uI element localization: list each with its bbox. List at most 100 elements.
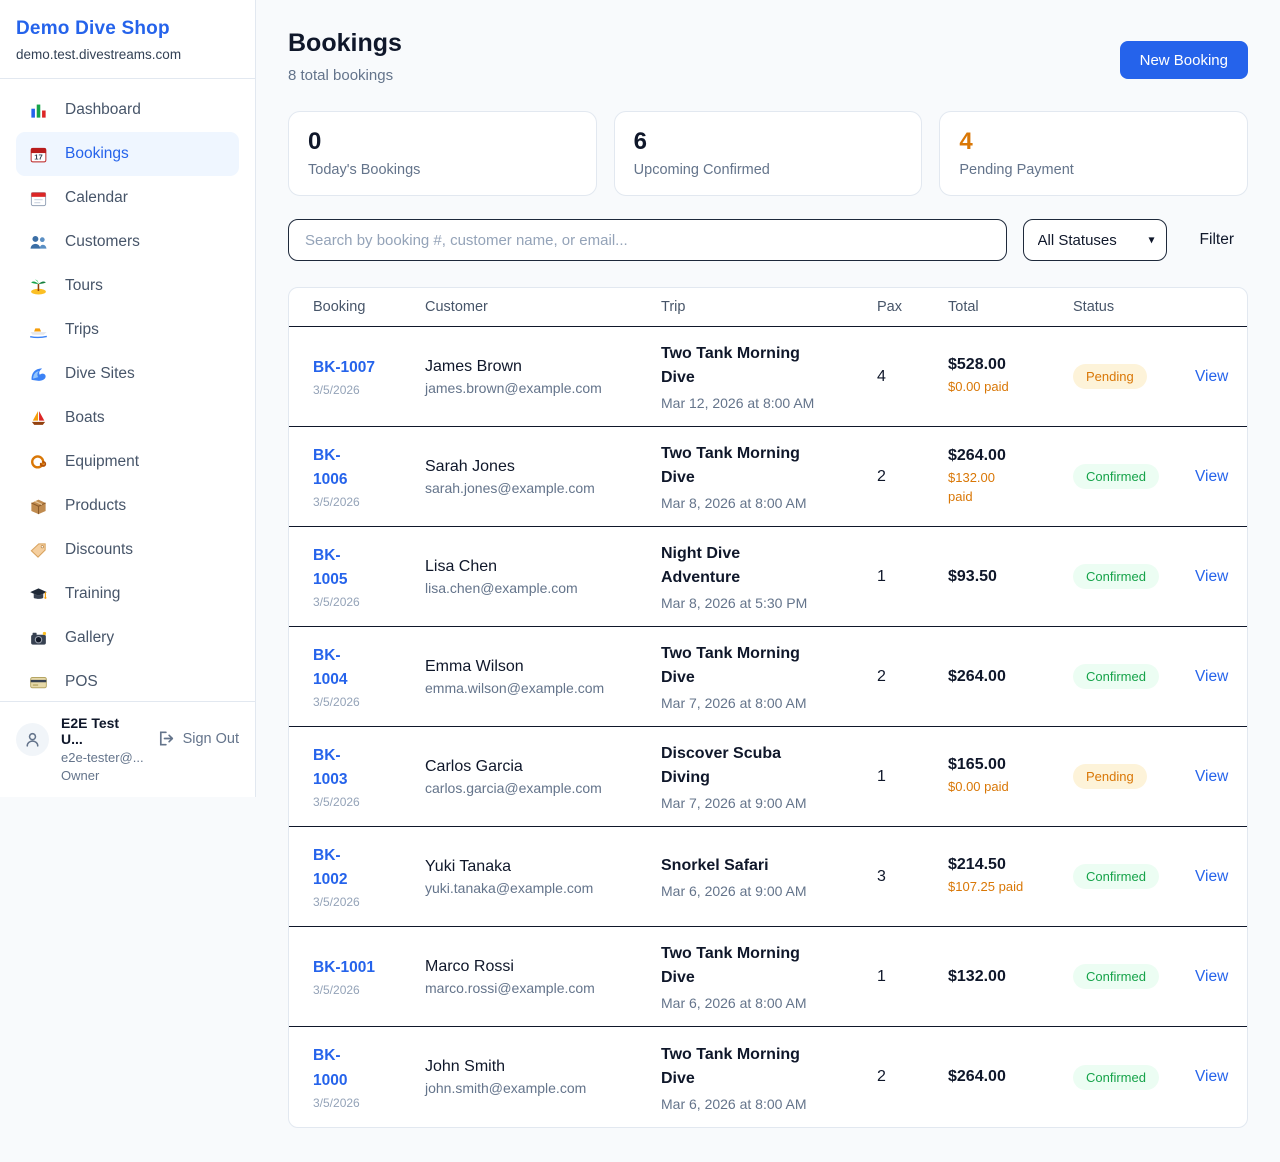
user-icon: [23, 730, 42, 749]
sidebar-item-customers[interactable]: Customers: [16, 220, 239, 264]
view-link[interactable]: View: [1195, 667, 1229, 685]
table-row: BK- 1003 3/5/2026 Carlos Garcia carlos.g…: [289, 727, 1247, 827]
table-header-row: Booking Customer Trip Pax Total Status: [289, 288, 1247, 327]
booking-number-link[interactable]: BK- 1000: [313, 1047, 348, 1089]
sign-out-button[interactable]: Sign Out: [157, 729, 239, 748]
booking-number-link[interactable]: BK- 1006: [313, 446, 348, 488]
stat-value: 4: [959, 128, 973, 155]
island-icon: [29, 277, 48, 296]
sidebar-item-dashboard[interactable]: Dashboard: [16, 88, 239, 132]
total-cell: $132.00: [948, 968, 1073, 986]
booking-number-link[interactable]: BK- 1005: [313, 546, 348, 588]
status-select-wrap: All Statuses ▾: [1022, 219, 1167, 261]
page-header: Bookings 8 total bookings New Booking: [288, 29, 1248, 84]
calendar-date-icon: 17: [29, 145, 48, 164]
status-badge: Pending: [1073, 764, 1147, 789]
customer-email: john.smith@example.com: [425, 1080, 587, 1096]
trip-name: Night Dive Adventure: [661, 545, 741, 586]
booking-date: 3/5/2026: [313, 495, 360, 510]
booking-date: 3/5/2026: [313, 383, 360, 397]
booking-number-link[interactable]: BK- 1004: [313, 646, 348, 688]
booking-cell: BK-1007 3/5/2026: [313, 356, 425, 397]
sidebar-item-discounts[interactable]: Discounts: [16, 528, 239, 572]
table-row: BK-1001 3/5/2026 Marco Rossi marco.rossi…: [289, 927, 1247, 1027]
table-row: BK- 1004 3/5/2026 Emma Wilson emma.wilso…: [289, 627, 1247, 727]
wave-icon: [29, 365, 48, 384]
paid-amount: $107.25 paid: [948, 879, 1024, 895]
sidebar-item-bookings[interactable]: 17 Bookings: [16, 132, 239, 176]
sidebar-item-equipment[interactable]: Equipment: [16, 440, 239, 484]
filter-button[interactable]: Filter: [1199, 231, 1234, 248]
credit-card-icon: [29, 673, 48, 692]
sidebar-item-gallery[interactable]: Gallery: [16, 616, 239, 660]
user-role: Owner: [61, 768, 100, 783]
tag-icon: [29, 541, 48, 560]
sidebar-item-training[interactable]: Training: [16, 572, 239, 616]
total-cell: $165.00 $0.00 paid: [948, 756, 1073, 797]
column-header-trip: Trip: [661, 299, 686, 315]
view-link[interactable]: View: [1195, 967, 1229, 985]
pax-count: 2: [877, 467, 886, 485]
trip-datetime: Mar 12, 2026 at 8:00 AM: [661, 395, 815, 411]
trip-cell: Two Tank Morning Dive Mar 6, 2026 at 8:0…: [661, 942, 877, 1011]
view-link[interactable]: View: [1195, 867, 1229, 885]
view-link[interactable]: View: [1195, 767, 1229, 785]
stat-card-upcoming-confirmed: 6 Upcoming Confirmed: [613, 111, 923, 196]
customer-cell: Lisa Chen lisa.chen@example.com: [425, 558, 661, 596]
sidebar-item-label: Training: [65, 585, 121, 602]
sidebar-item-products[interactable]: Products: [16, 484, 239, 528]
sidebar-item-calendar[interactable]: Calendar: [16, 176, 239, 220]
sidebar-item-boats[interactable]: Boats: [16, 396, 239, 440]
customer-email: marco.rossi@example.com: [425, 979, 595, 996]
total-amount: $132.00: [948, 967, 1006, 985]
speedboat-icon: [29, 321, 48, 340]
view-link[interactable]: View: [1195, 367, 1229, 385]
stats-row: 0 Today's Bookings 6 Upcoming Confirmed 4 Pen…: [288, 111, 1248, 196]
sidebar-item-label: Calendar: [65, 189, 128, 206]
view-link[interactable]: View: [1195, 1068, 1229, 1085]
column-header-booking: Booking: [313, 299, 366, 315]
sidebar-item-label: Boats: [65, 409, 105, 426]
booking-number-link[interactable]: BK-1001: [313, 958, 376, 976]
trip-name: Two Tank Morning Dive: [661, 345, 800, 386]
booking-number-link[interactable]: BK- 1002: [313, 846, 348, 888]
search-input[interactable]: [288, 219, 1007, 261]
total-bookings-count: 8 total bookings: [288, 67, 394, 84]
trip-cell: Night Dive Adventure Mar 8, 2026 at 5:30…: [661, 542, 877, 611]
total-amount: $264.00: [948, 667, 1006, 685]
booking-number-link[interactable]: BK-1007: [313, 358, 376, 376]
customer-name: Emma Wilson: [425, 657, 524, 675]
total-cell: $93.50: [948, 568, 1073, 586]
sidebar-item-tours[interactable]: Tours: [16, 264, 239, 308]
pax-count: 1: [877, 967, 886, 985]
trip-cell: Two Tank Morning Dive Mar 8, 2026 at 8:0…: [661, 442, 877, 511]
booking-number-link[interactable]: BK- 1003: [313, 746, 348, 788]
trip-datetime: Mar 6, 2026 at 9:00 AM: [661, 883, 807, 899]
customer-email: sarah.jones@example.com: [425, 479, 595, 496]
view-link[interactable]: View: [1195, 567, 1229, 585]
view-cell: View: [1195, 668, 1242, 686]
status-select[interactable]: All Statuses: [1022, 219, 1167, 261]
booking-date: 3/5/2026: [313, 895, 360, 910]
booking-cell: BK- 1004 3/5/2026: [313, 644, 425, 709]
svg-text:17: 17: [34, 152, 42, 161]
customer-cell: John Smith john.smith@example.com: [425, 1058, 661, 1096]
sidebar-item-label: Trips: [65, 321, 99, 338]
bookings-table: Booking Customer Trip Pax Total Status BK-100…: [288, 287, 1248, 1128]
new-booking-button[interactable]: New Booking: [1119, 41, 1248, 79]
sidebar-footer: E2E Test U... e2e-tester@... Owner Sign …: [0, 701, 255, 797]
booking-date: 3/5/2026: [313, 1095, 360, 1110]
booking-cell: BK-1001 3/5/2026: [313, 956, 425, 997]
trip-name: Two Tank Morning Dive: [661, 945, 800, 986]
stat-label: Upcoming Confirmed: [633, 162, 770, 179]
total-amount: $264.00: [948, 1068, 1006, 1085]
booking-date: 3/5/2026: [313, 595, 360, 610]
trip-datetime: Mar 7, 2026 at 8:00 AM: [661, 695, 807, 711]
status-badge: Pending: [1073, 364, 1147, 389]
view-cell: View: [1195, 968, 1242, 986]
sidebar-item-dive-sites[interactable]: Dive Sites: [16, 352, 239, 396]
sidebar-item-trips[interactable]: Trips: [16, 308, 239, 352]
view-cell: View: [1195, 1068, 1242, 1086]
sidebar-item-pos[interactable]: POS: [16, 660, 239, 704]
view-link[interactable]: View: [1195, 467, 1229, 485]
